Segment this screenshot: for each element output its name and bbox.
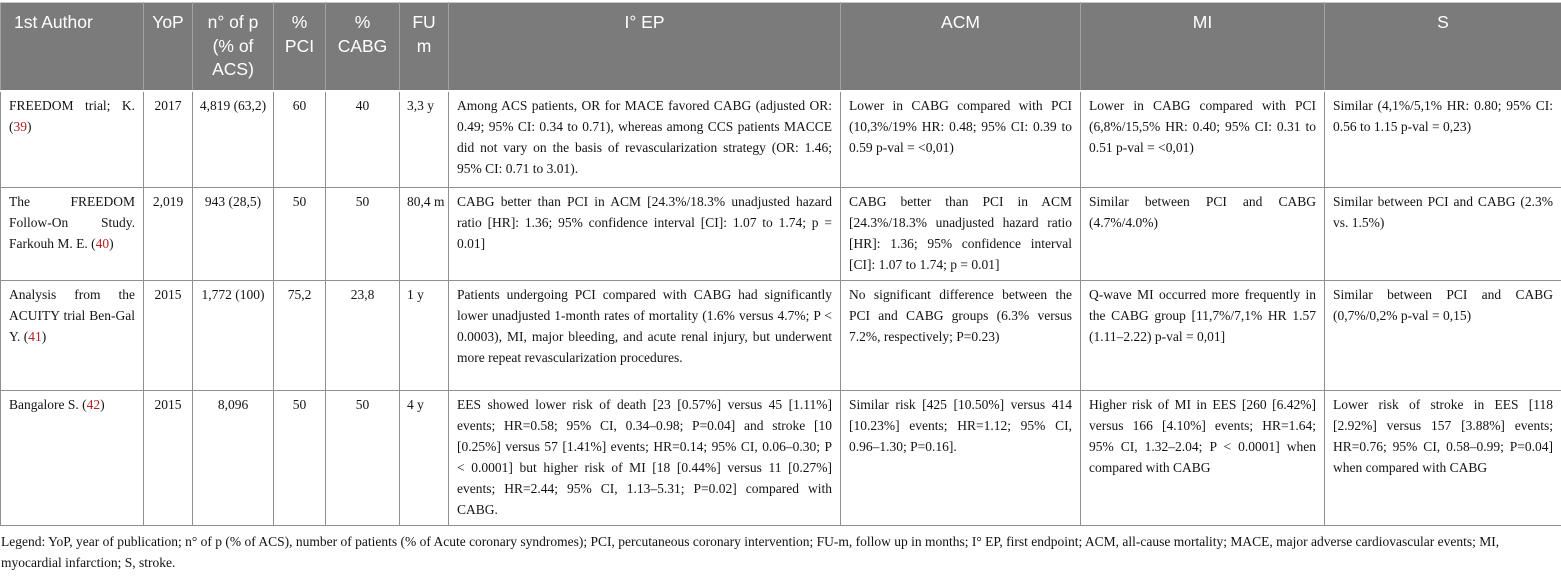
column-header-pct-pci: % PCI [274, 3, 326, 91]
cell-mi: Higher risk of MI in EES [260 [6.42%] ve… [1081, 391, 1325, 526]
reference-number: 40 [96, 236, 110, 251]
cell-primary-endpoint: CABG better than PCI in ACM [24.3%/18.3%… [449, 188, 841, 281]
column-header-stroke: S [1325, 3, 1561, 91]
cell-acm: CABG better than PCI in ACM [24.3%/18.3%… [841, 188, 1081, 281]
column-header-n-of-p: n° of p (% of ACS) [193, 3, 274, 91]
cell-author: Bangalore S. (42) [1, 391, 144, 526]
cell-author: FREEDOM trial; K. (39) [1, 91, 144, 188]
table-row: FREEDOM trial; K. (39) 2017 4,819 (63,2)… [1, 91, 1561, 188]
table-row: The FREEDOM Follow-On Study. Farkouh M. … [1, 188, 1561, 281]
table-body: FREEDOM trial; K. (39) 2017 4,819 (63,2)… [1, 91, 1561, 525]
cell-acm: Lower in CABG compared with PCI (10,3%/1… [841, 91, 1081, 188]
header-row: 1st Author YoP n° of p (% of ACS) % PCI … [1, 3, 1561, 91]
cell-primary-endpoint: Patients undergoing PCI compared with CA… [449, 281, 841, 391]
cell-mi: Q-wave MI occurred more frequently in th… [1081, 281, 1325, 391]
cell-fu: 1 y [400, 281, 449, 391]
column-header-acm: ACM [841, 3, 1081, 91]
column-header-primary-endpoint: I° EP [449, 3, 841, 91]
reference-number: 42 [87, 397, 101, 412]
cell-pct-pci: 60 [274, 91, 326, 188]
cell-stroke: Similar (4,1%/5,1% HR: 0.80; 95% CI: 0.5… [1325, 91, 1561, 188]
outcomes-table: 1st Author YoP n° of p (% of ACS) % PCI … [0, 2, 1561, 526]
cell-n-of-p: 4,819 (63,2) [193, 91, 274, 188]
legend-text: Legend: YoP, year of publication; n° of … [0, 526, 1561, 577]
cell-n-of-p: 943 (28,5) [193, 188, 274, 281]
column-header-1st-author: 1st Author [1, 3, 144, 91]
reference-number: 39 [14, 119, 28, 134]
cell-mi: Lower in CABG compared with PCI (6,8%/15… [1081, 91, 1325, 188]
cell-pct-cabg: 50 [326, 391, 400, 526]
cell-mi: Similar between PCI and CABG (4.7%/4.0%) [1081, 188, 1325, 281]
table-row: Bangalore S. (42) 2015 8,096 50 50 4 y E… [1, 391, 1561, 526]
cell-stroke: Similar between PCI and CABG (0,7%/0,2% … [1325, 281, 1561, 391]
cell-yop: 2015 [144, 391, 193, 526]
cell-stroke: Similar between PCI and CABG (2.3% vs. 1… [1325, 188, 1561, 281]
column-header-fu-m: FU m [400, 3, 449, 91]
cell-primary-endpoint: Among ACS patients, OR for MACE favored … [449, 91, 841, 188]
cell-acm: Similar risk [425 [10.50%] versus 414 [1… [841, 391, 1081, 526]
cell-yop: 2017 [144, 91, 193, 188]
cell-pct-cabg: 40 [326, 91, 400, 188]
cell-pct-cabg: 50 [326, 188, 400, 281]
column-header-mi: MI [1081, 3, 1325, 91]
cell-pct-cabg: 23,8 [326, 281, 400, 391]
cell-author: The FREEDOM Follow-On Study. Farkouh M. … [1, 188, 144, 281]
cell-fu: 4 y [400, 391, 449, 526]
cell-stroke: Lower risk of stroke in EES [118 [2.92%]… [1325, 391, 1561, 526]
column-header-pct-cabg: % CABG [326, 3, 400, 91]
cell-fu: 3,3 y [400, 91, 449, 188]
cell-yop: 2,019 [144, 188, 193, 281]
table-header: 1st Author YoP n° of p (% of ACS) % PCI … [1, 3, 1561, 91]
cell-n-of-p: 1,772 (100) [193, 281, 274, 391]
cell-primary-endpoint: EES showed lower risk of death [23 [0.57… [449, 391, 841, 526]
cell-pct-pci: 50 [274, 188, 326, 281]
table-row: Analysis from the ACUITY trial Ben-Gal Y… [1, 281, 1561, 391]
cell-n-of-p: 8,096 [193, 391, 274, 526]
cell-pct-pci: 50 [274, 391, 326, 526]
column-header-yop: YoP [144, 3, 193, 91]
cell-fu: 80,4 m [400, 188, 449, 281]
cell-pct-pci: 75,2 [274, 281, 326, 391]
cell-acm: No significant difference between the PC… [841, 281, 1081, 391]
cell-yop: 2015 [144, 281, 193, 391]
cell-author: Analysis from the ACUITY trial Ben-Gal Y… [1, 281, 144, 391]
reference-number: 41 [28, 329, 42, 344]
